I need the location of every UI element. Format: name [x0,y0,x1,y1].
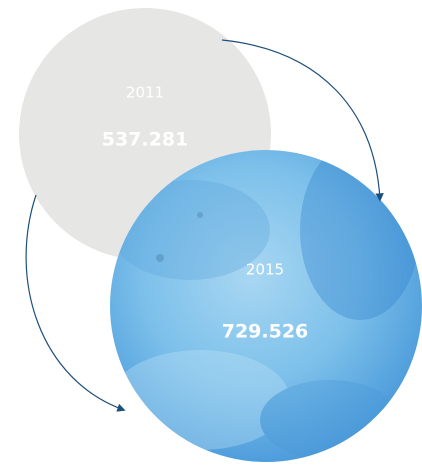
year-label: 2015 [246,261,284,279]
year-label: 2011 [126,84,164,102]
value-label: 537.281 [102,129,189,151]
page: {"nodes": [{"year": "2011", "value": "53… [0,0,422,466]
value-label: 729.526 [222,321,309,343]
diagram: 2011 537.281 2015 729.526 [0,0,422,466]
